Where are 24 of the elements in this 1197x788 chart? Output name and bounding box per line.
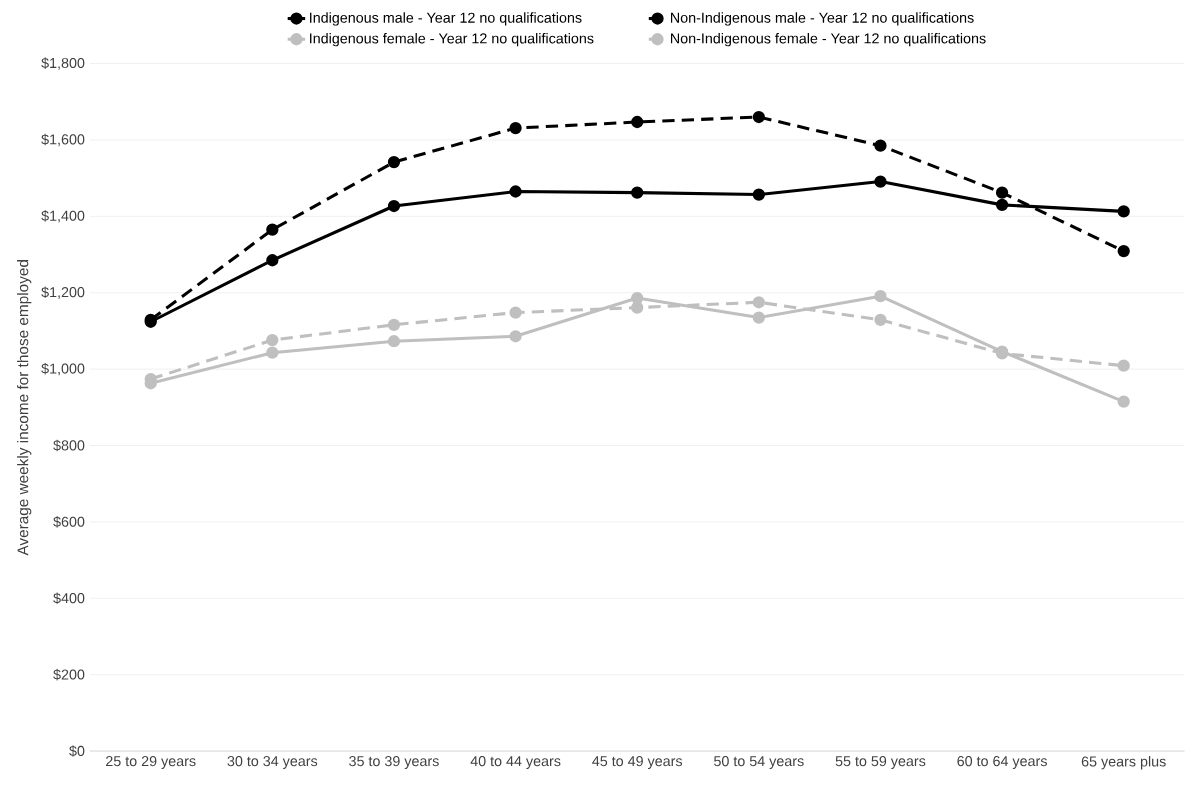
x-tick-label: 60 to 64 years — [957, 755, 1047, 769]
y-tick-label: $800 — [53, 439, 85, 452]
y-axis-title: Average weekly income for those employed — [17, 259, 32, 556]
x-tick-label: 25 to 29 years — [106, 755, 196, 769]
y-tick-label: $200 — [53, 668, 85, 681]
legend-label: Non-Indigenous male - Year 12 no qualifications — [671, 12, 974, 26]
y-tick-label: $1,800 — [41, 57, 85, 70]
x-tick-label: 40 to 44 years — [470, 755, 561, 769]
x-tick-label: 30 to 34 years — [227, 755, 318, 769]
x-tick-label: 50 to 54 years — [714, 755, 804, 769]
legend-label: Indigenous female - Year 12 no qualifications — [310, 32, 594, 47]
legend-label: Indigenous male - Year 12 no qualifications — [310, 12, 582, 26]
y-tick-label: $600 — [53, 515, 85, 528]
y-tick-label: $1,000 — [41, 362, 85, 376]
y-tick-label: $400 — [53, 592, 85, 604]
y-tick-label: $1,400 — [41, 209, 85, 223]
x-tick-label: 45 to 49 years — [592, 755, 683, 769]
y-tick-label: $1,600 — [41, 133, 85, 146]
y-tick-label: $1,200 — [41, 286, 85, 299]
legend-label: Non-Indigenous female - Year 12 no qualifications — [671, 32, 986, 47]
x-tick-label: 35 to 39 years — [349, 755, 439, 769]
y-tick-label: $0 — [69, 745, 85, 757]
x-tick-label: 65 years plus — [1081, 755, 1166, 770]
x-tick-label: 55 to 59 years — [835, 755, 926, 769]
